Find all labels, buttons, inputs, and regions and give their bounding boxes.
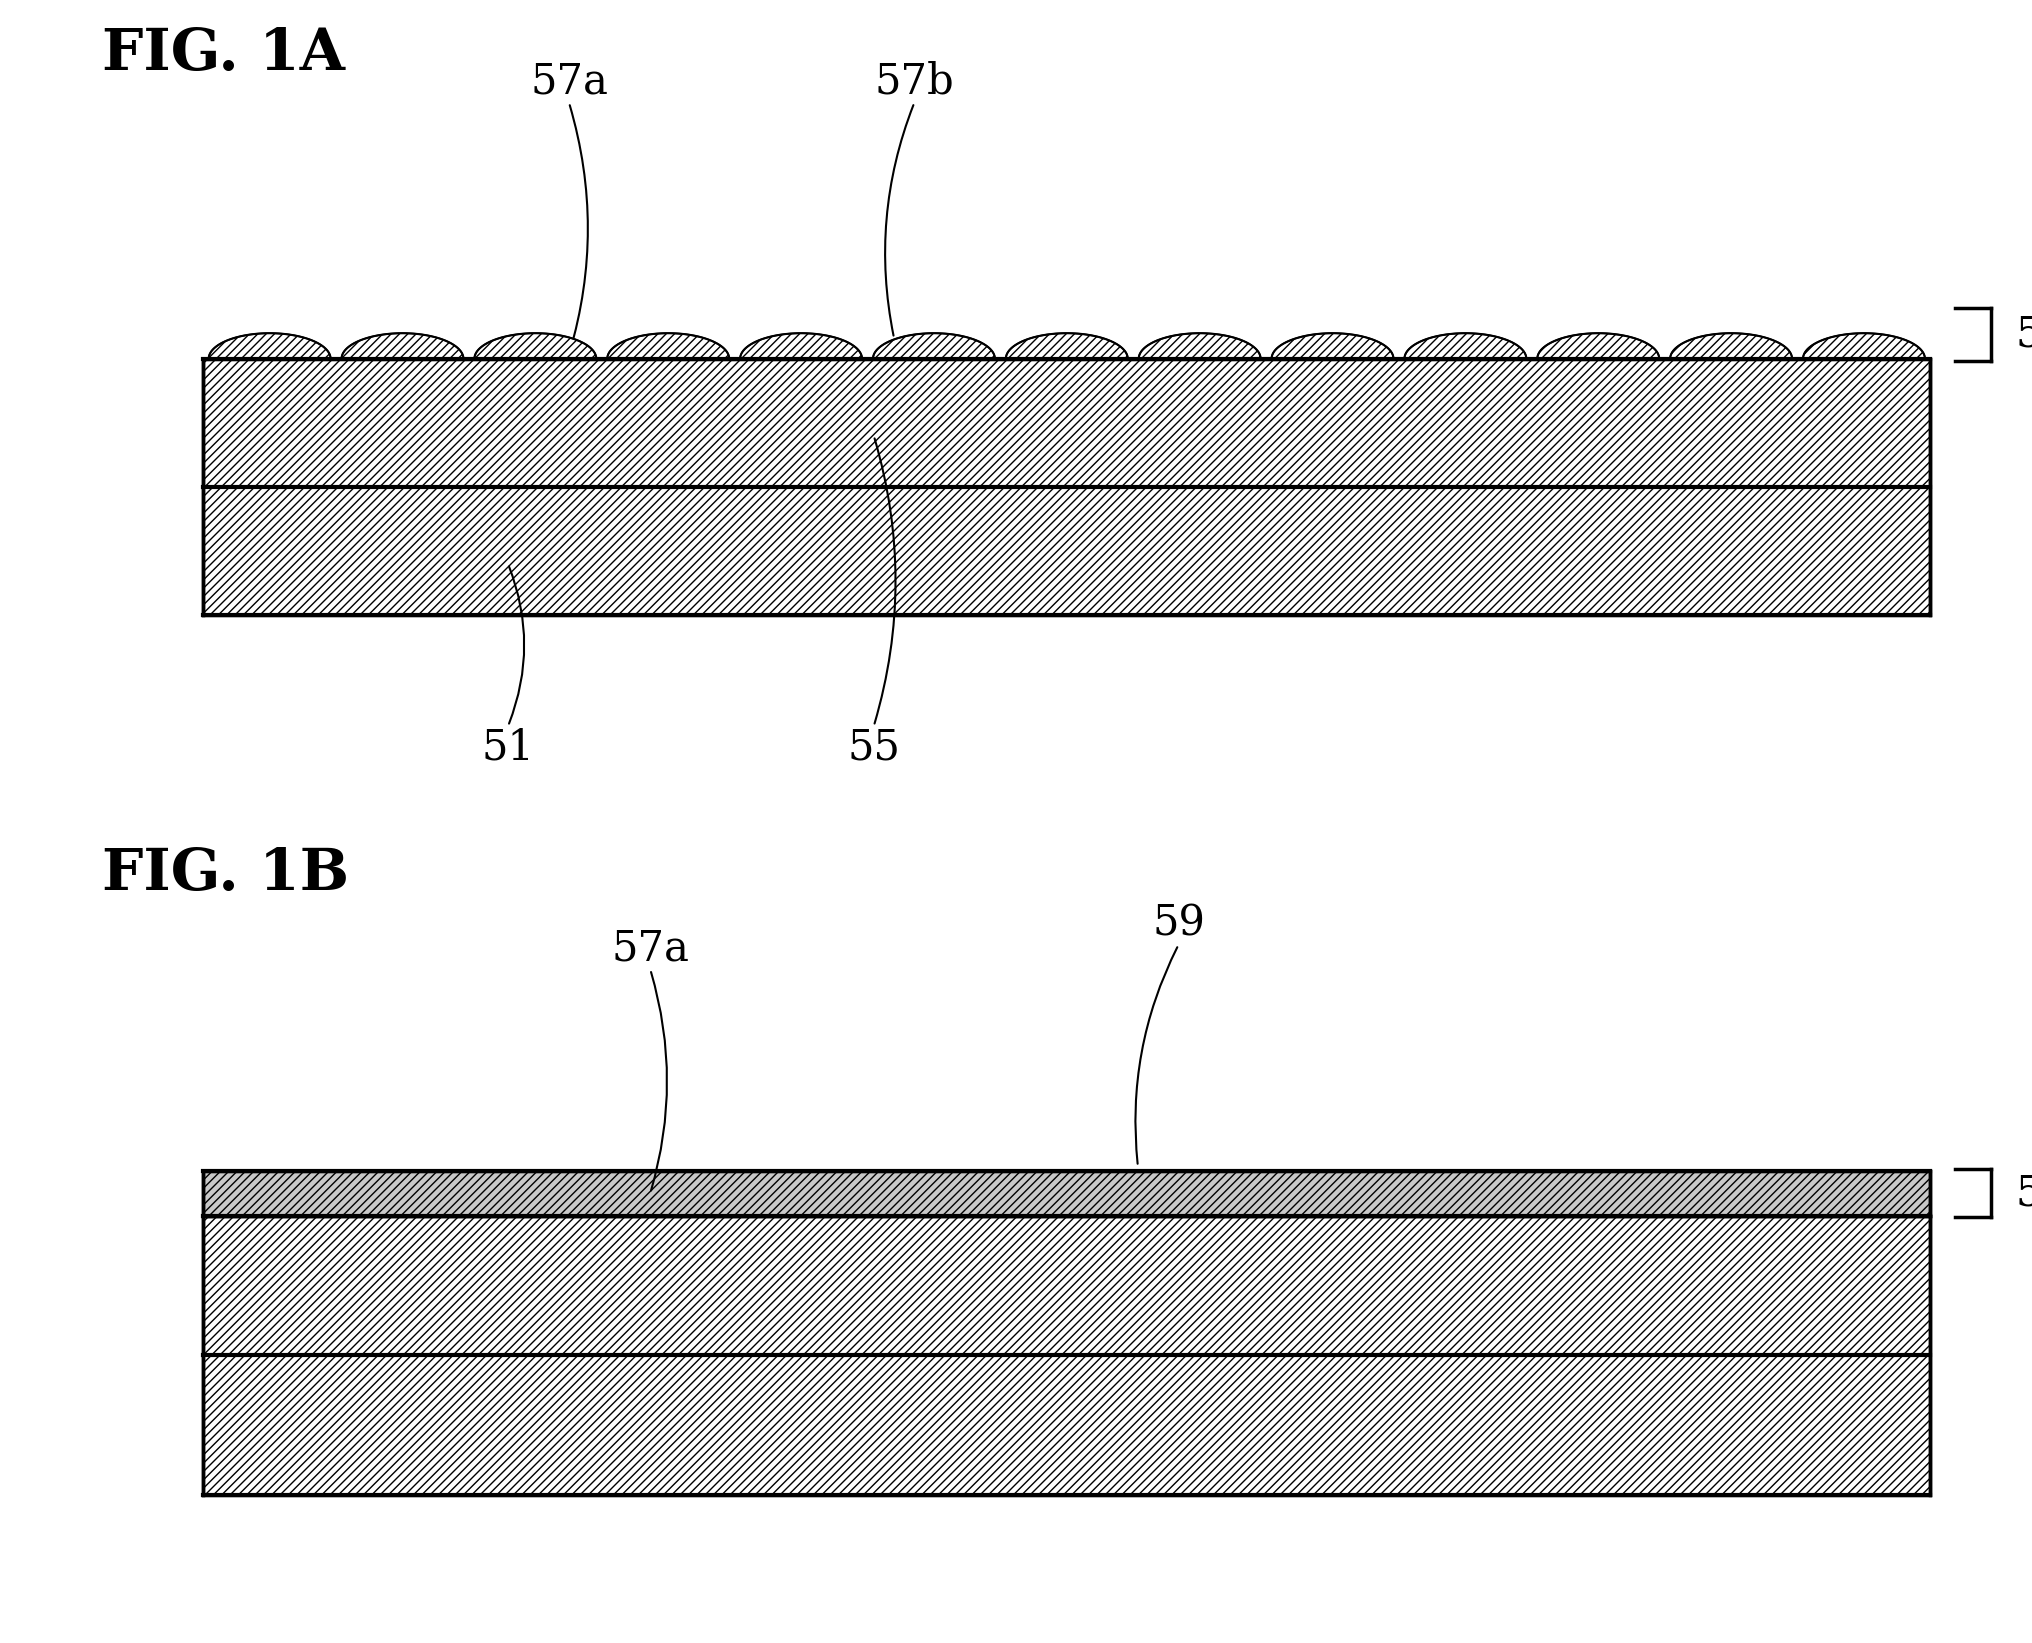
Polygon shape [1138, 334, 1260, 358]
Polygon shape [341, 334, 463, 358]
Text: 57b: 57b [874, 61, 955, 102]
Polygon shape [473, 334, 595, 358]
Text: 55: 55 [847, 726, 900, 769]
Polygon shape [874, 334, 996, 358]
Polygon shape [1006, 334, 1128, 358]
Polygon shape [1802, 334, 1924, 358]
Polygon shape [740, 334, 862, 358]
Bar [203, 1170, 1930, 1216]
Bar [203, 358, 1930, 614]
Text: 57a: 57a [530, 61, 608, 102]
Polygon shape [1006, 334, 1128, 358]
Text: 51: 51 [482, 726, 534, 769]
Polygon shape [740, 334, 862, 358]
Polygon shape [1670, 334, 1792, 358]
Polygon shape [1670, 334, 1792, 358]
Polygon shape [1272, 334, 1394, 358]
Text: 57a: 57a [612, 927, 689, 969]
Polygon shape [341, 334, 463, 358]
Polygon shape [473, 334, 595, 358]
Polygon shape [1404, 334, 1526, 358]
Polygon shape [1802, 334, 1924, 358]
Text: 57: 57 [2016, 314, 2032, 355]
Polygon shape [1138, 334, 1260, 358]
Polygon shape [1404, 334, 1526, 358]
Polygon shape [1538, 334, 1660, 358]
Polygon shape [1272, 334, 1394, 358]
Text: FIG. 1B: FIG. 1B [102, 846, 350, 902]
Polygon shape [209, 334, 331, 358]
Bar [203, 1216, 1930, 1495]
Polygon shape [1538, 334, 1660, 358]
Polygon shape [209, 334, 331, 358]
Polygon shape [608, 334, 729, 358]
Text: 59: 59 [1152, 902, 1205, 945]
Text: 57: 57 [2016, 1171, 2032, 1214]
Polygon shape [608, 334, 729, 358]
Text: FIG. 1A: FIG. 1A [102, 26, 345, 82]
Polygon shape [874, 334, 996, 358]
